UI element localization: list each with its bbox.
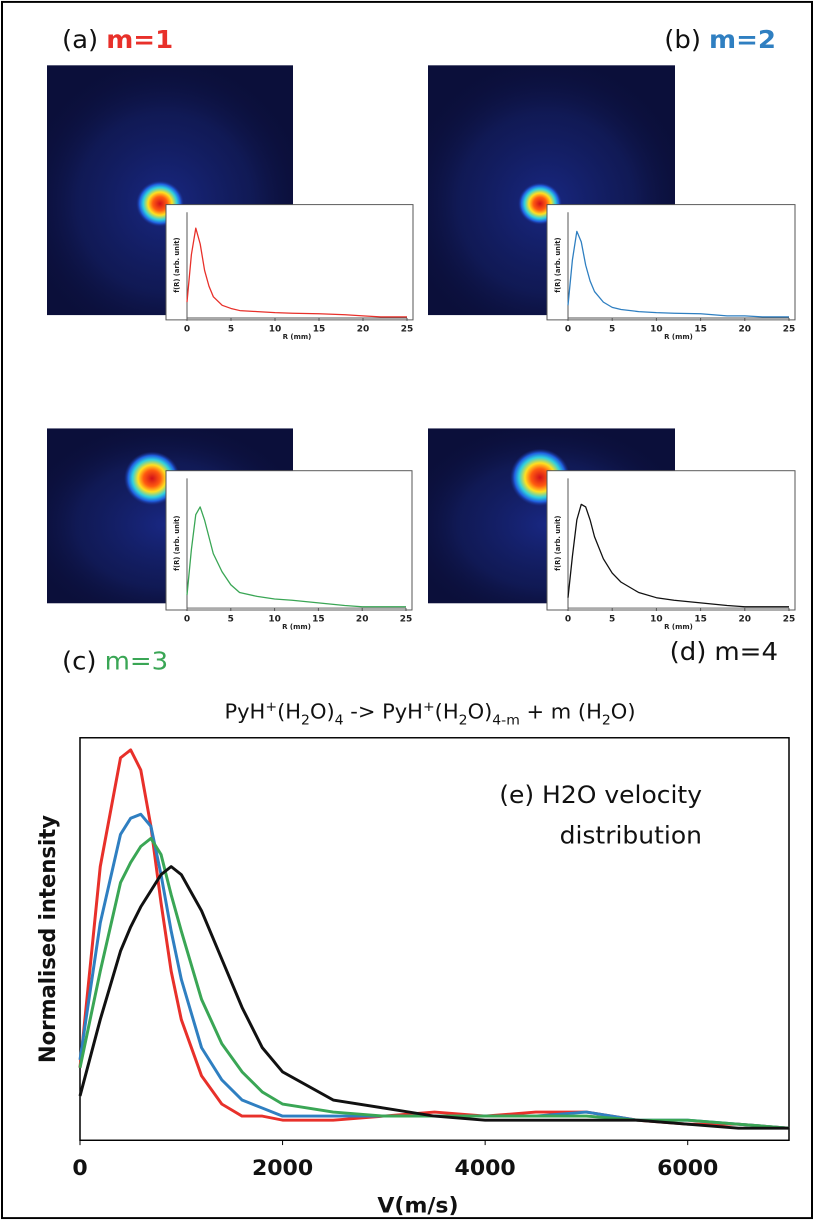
panel-title: m=3 [105, 647, 169, 676]
equation: PyH+(H2O)4 -> PyH+(H2O)4-m + m (H2O) [224, 699, 635, 728]
x-tick-label: 0 [184, 615, 190, 625]
y-axis-label: Normalised intensity [36, 815, 61, 1063]
panel-label: (d) m=4 [670, 637, 778, 666]
x-tick-label: 6000 [657, 1156, 718, 1180]
panel-title: m=1 [106, 25, 173, 54]
data-line [78, 865, 789, 1130]
y-axis-label: f(R) (arb. unit) [554, 516, 562, 571]
x-tick-label: 25 [783, 615, 796, 625]
x-tick-label: 15 [313, 325, 326, 335]
x-tick-label: 20 [739, 325, 752, 335]
equation-part: 2 [459, 713, 468, 729]
x-axis-label: R (mm) [283, 333, 312, 341]
panel-letter: (d) [670, 637, 707, 666]
x-tick-label: 20 [356, 615, 369, 625]
panel-title: m=2 [709, 25, 776, 54]
equation-part: 2 [301, 713, 310, 729]
x-tick-label: 10 [269, 325, 282, 335]
equation-part: 4-m [492, 713, 520, 729]
panel-label: (a) m=1 [62, 25, 173, 54]
x-tick-label: 25 [783, 325, 796, 335]
x-tick-label: 0 [565, 325, 571, 335]
x-tick-label: 5 [609, 325, 615, 335]
x-axis-label: R (mm) [664, 333, 693, 341]
y-axis-label: f(R) (arb. unit) [173, 516, 181, 571]
data-line [186, 506, 406, 608]
plot-frame [79, 737, 790, 1141]
x-axis-label: R (mm) [664, 623, 693, 631]
x-tick-label: 25 [401, 325, 414, 335]
annotation: distribution [560, 821, 702, 849]
x-tick-label: 20 [739, 615, 752, 625]
equation-part: (H [277, 700, 301, 724]
x-tick-label: 5 [228, 615, 234, 625]
panel-title: m=4 [714, 637, 778, 666]
data-line [78, 836, 790, 1130]
inset-frame [165, 470, 413, 611]
data-line [567, 503, 789, 608]
panel-letter: (b) [664, 25, 701, 54]
equation-part: + [423, 699, 435, 715]
equation-part: O) [468, 700, 493, 724]
y-axis-label: f(R) (arb. unit) [173, 237, 181, 292]
inset-frame [165, 204, 414, 321]
x-tick-label: 15 [694, 615, 707, 625]
equation-part: -> PyH [344, 700, 423, 724]
x-tick-label: 4000 [455, 1156, 516, 1180]
panel-letter: (a) [62, 25, 98, 54]
x-tick-label: 5 [609, 615, 615, 625]
equation-part: 4 [335, 713, 344, 729]
data-line [78, 812, 790, 1130]
x-axis-label: R (mm) [282, 623, 311, 631]
x-tick-label: 2000 [252, 1156, 313, 1180]
equation-part: + [265, 699, 277, 715]
equation-part: (H [435, 700, 459, 724]
x-tick-label: 20 [357, 325, 370, 335]
x-tick-label: 25 [400, 615, 413, 625]
equation-part: 2 [602, 713, 611, 729]
y-axis-label: f(R) (arb. unit) [554, 237, 562, 292]
x-tick-label: 15 [312, 615, 325, 625]
panel-letter: (c) [62, 647, 97, 676]
data-line [567, 230, 789, 318]
x-tick-label: 5 [228, 325, 234, 335]
equation-part: PyH [224, 700, 265, 724]
equation-part: + m (H [520, 700, 602, 724]
inset-frame [546, 470, 796, 611]
x-tick-label: 0 [565, 615, 571, 625]
panel-label: (c) m=3 [62, 647, 168, 676]
x-axis-label: V(m/s) [377, 1194, 458, 1218]
x-tick-label: 15 [694, 325, 707, 335]
equation-part: O) [611, 700, 636, 724]
panel-label: (b) m=2 [664, 25, 776, 54]
data-line [186, 227, 407, 318]
x-tick-label: 10 [268, 615, 281, 625]
x-tick-label: 10 [650, 325, 663, 335]
annotation: (e) H2O velocity [499, 781, 702, 809]
x-tick-label: 10 [650, 615, 663, 625]
x-tick-label: 0 [184, 325, 190, 335]
equation-part: O) [310, 700, 335, 724]
x-tick-label: 0 [72, 1156, 87, 1180]
inset-frame [546, 204, 796, 321]
